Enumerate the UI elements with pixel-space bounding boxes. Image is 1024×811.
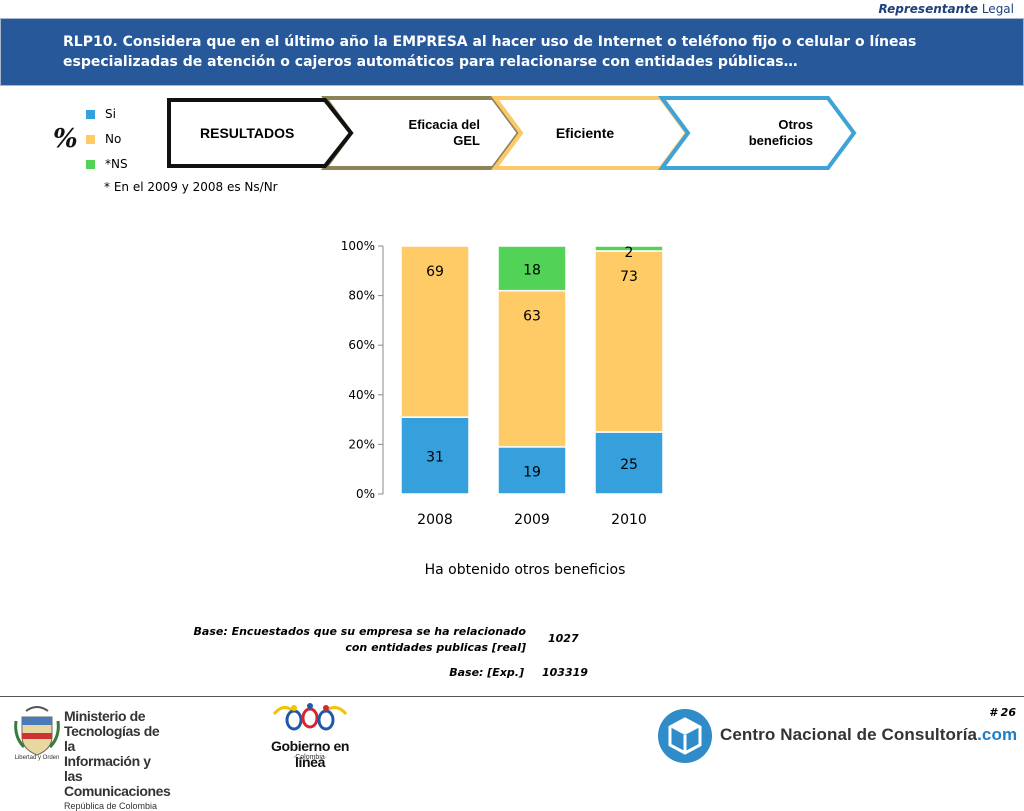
chevron-label-eficiente: Eficiente bbox=[555, 125, 615, 141]
x-category-label: 2009 bbox=[514, 512, 550, 528]
percent-symbol: % bbox=[53, 124, 78, 154]
gel-figures-icon bbox=[272, 703, 348, 731]
bar-segment bbox=[497, 289, 567, 448]
role-tag: Representante Legal bbox=[879, 2, 1015, 16]
y-tick-label: 0% bbox=[356, 487, 375, 501]
cnc-name-main: Centro Nacional de Consultoría bbox=[720, 725, 978, 744]
footer-divider bbox=[0, 696, 1024, 697]
mintic-logo: Libertad y Orden Ministerio de Tecnologí… bbox=[12, 703, 171, 811]
x-category-label: 2010 bbox=[611, 512, 647, 528]
chevron-resultados bbox=[167, 98, 354, 168]
chevron-label-eficacia: Eficacia del GEL bbox=[408, 117, 480, 148]
mintic-line3: República de Colombia bbox=[64, 801, 158, 811]
base-real-value: 1027 bbox=[548, 632, 579, 645]
chart-svg: 0% 20% 40% 60% 80% 100% 31 69 2008 19 63 18 2009 25 73… bbox=[341, 239, 664, 528]
bar-segment bbox=[594, 250, 664, 433]
gel-name: Gobierno en línea bbox=[270, 738, 350, 770]
role-tag-italic: Representante bbox=[878, 2, 979, 16]
gobierno-en-linea-logo: Gobierno en línea ·Colombia· bbox=[264, 700, 356, 770]
chevron-label-resultados: RESULTADOS bbox=[200, 125, 295, 141]
data-label: 19 bbox=[523, 464, 541, 480]
data-label: 18 bbox=[523, 262, 541, 278]
legend-label-ns: *NS bbox=[105, 157, 128, 171]
chart-xlabel: Ha obtenido otros beneficios bbox=[424, 562, 626, 578]
legend-swatch-ns bbox=[86, 160, 95, 169]
bar-segment bbox=[594, 431, 664, 495]
cnc-logo: Centro Nacional de Consultoría.com bbox=[656, 707, 1017, 770]
chevron-label-otros: Otros beneficios bbox=[748, 117, 813, 148]
base-exp-value: 103319 bbox=[542, 666, 588, 679]
bar-segment bbox=[594, 245, 664, 252]
mintic-motto: Libertad y Orden bbox=[14, 755, 60, 761]
base-real-label: Base: Encuestados que su empresa se ha r… bbox=[193, 625, 526, 654]
page-number: # 26 bbox=[989, 706, 1016, 719]
data-label: 69 bbox=[426, 264, 444, 280]
data-label: 2 bbox=[625, 245, 634, 261]
cnc-emblem-icon bbox=[658, 709, 712, 763]
colombia-shield-icon bbox=[14, 706, 60, 756]
y-tick-label: 100% bbox=[341, 239, 375, 253]
base-exp-label: Base: [Exp.] bbox=[449, 666, 524, 679]
y-tick-label: 80% bbox=[348, 289, 375, 303]
footnote: * En el 2009 y 2008 es Ns/Nr bbox=[104, 180, 278, 194]
legend-swatch-no bbox=[86, 135, 95, 144]
y-tick-label: 20% bbox=[348, 437, 375, 451]
stacked-bar-chart: 0% 20% 40% 60% 80% 100% 31 69 2008 19 63 18 2009 25 73… bbox=[320, 230, 690, 545]
chevron-otros bbox=[658, 96, 857, 170]
bar-segment bbox=[400, 245, 470, 418]
data-label: 63 bbox=[523, 309, 541, 325]
process-chevrons: RESULTADOS Eficacia del GEL Eficiente Ot… bbox=[165, 96, 865, 175]
y-tick-label: 40% bbox=[348, 388, 375, 402]
gel-country: ·Colombia· bbox=[292, 754, 328, 761]
cnc-name: Centro Nacional de Consultoría.com bbox=[720, 725, 1017, 745]
data-label: 31 bbox=[426, 450, 444, 466]
chevrons-svg bbox=[167, 96, 857, 170]
legend-label-si: Si bbox=[105, 107, 116, 121]
cnc-name-suffix: .com bbox=[977, 725, 1018, 744]
y-tick-label: 60% bbox=[348, 338, 375, 352]
legend-swatch-si bbox=[86, 110, 95, 119]
mintic-line1: Ministerio de Tecnologías de la bbox=[64, 708, 160, 754]
mintic-text: Ministerio de Tecnologías de la Informac… bbox=[64, 708, 171, 811]
question-banner: RLP10. Considera que en el último año la… bbox=[0, 18, 1024, 86]
bar-segment bbox=[497, 245, 567, 292]
mintic-line2: Información y las Comunicaciones bbox=[64, 753, 171, 799]
role-tag-rest: Legal bbox=[978, 2, 1014, 16]
data-label: 25 bbox=[620, 457, 638, 473]
x-category-label: 2008 bbox=[417, 512, 453, 528]
legend-label-no: No bbox=[105, 132, 122, 146]
data-label: 73 bbox=[620, 269, 638, 285]
question-text: RLP10. Considera que en el último año la… bbox=[63, 34, 917, 70]
